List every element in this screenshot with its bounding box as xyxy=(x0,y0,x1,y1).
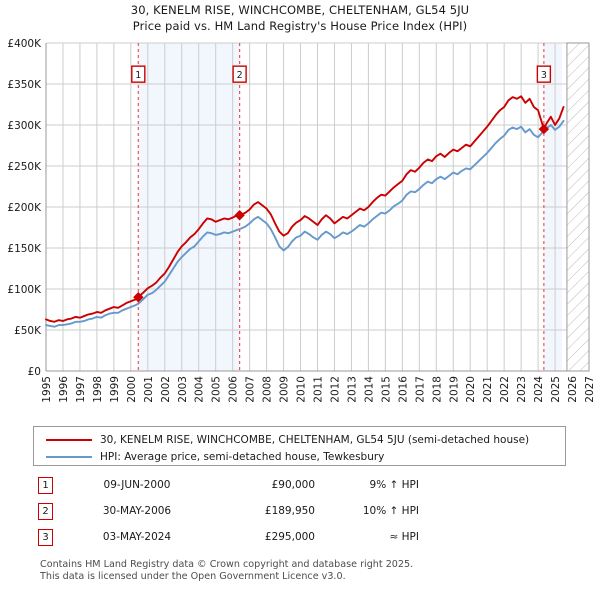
legend-item-price-paid: 30, KENELM RISE, WINCHCOMBE, CHELTENHAM,… xyxy=(40,431,559,448)
transaction-badge-2: 2 xyxy=(38,502,53,520)
footer-line-2: This data is licensed under the Open Gov… xyxy=(40,570,346,582)
chart-legend: 30, KENELM RISE, WINCHCOMBE, CHELTENHAM,… xyxy=(33,426,566,466)
marker-badge-label-2: 2 xyxy=(237,70,243,81)
x-axis-tick-label: 2027 xyxy=(584,376,596,403)
x-axis-tick-label: 1999 xyxy=(109,376,121,403)
sale-point-2[interactable] xyxy=(234,210,245,221)
x-axis-tick-label: 2006 xyxy=(228,376,240,403)
x-axis-tick-label: 2020 xyxy=(465,376,477,403)
transactions-table: 1 09-JUN-2000 £90,000 9% ↑ HPI 2 30-MAY-… xyxy=(38,472,578,550)
transaction-date-1: 09-JUN-2000 xyxy=(103,479,171,491)
x-axis-tick-label: 2001 xyxy=(143,376,155,403)
x-axis-tick-label: 2004 xyxy=(194,376,206,403)
x-axis-tick-label: 2016 xyxy=(397,376,409,403)
y-axis-tick-label: £400K xyxy=(7,38,42,50)
y-axis-tick-label: £200K xyxy=(7,202,42,214)
x-axis-tick-label: 2011 xyxy=(313,376,325,403)
title-line-2: Price paid vs. HM Land Registry's House … xyxy=(132,19,468,33)
x-axis-tick-label: 2024 xyxy=(533,376,545,403)
legend-swatch-price-paid xyxy=(46,438,92,441)
no-data-region xyxy=(566,42,590,372)
transaction-badge-1: 1 xyxy=(38,476,53,494)
series-line-hpi xyxy=(45,119,565,328)
transaction-price-3: £295,000 xyxy=(264,531,315,543)
transaction-hpi-delta-3: ≈ HPI xyxy=(389,531,419,543)
x-axis-tick-label: 2021 xyxy=(482,376,494,403)
transaction-price-2: £189,950 xyxy=(264,505,315,517)
x-axis-tick-label: 2017 xyxy=(414,376,426,403)
x-axis-tick-label: 2013 xyxy=(346,376,358,403)
marker-badge-label-3: 3 xyxy=(541,70,547,81)
x-axis-tick-label: 1998 xyxy=(92,376,104,403)
x-axis-tick-label: 2026 xyxy=(567,376,579,403)
x-axis-tick-label: 1995 xyxy=(41,376,53,403)
transaction-date-3: 03-MAY-2024 xyxy=(102,531,172,543)
marker-badge-3[interactable] xyxy=(536,65,552,83)
legend-swatch-hpi xyxy=(46,455,92,458)
y-axis-tick-label: £100K xyxy=(7,284,42,296)
legend-label-hpi: HPI: Average price, semi-detached house,… xyxy=(100,450,385,463)
x-axis-tick-label: 2023 xyxy=(516,376,528,403)
x-axis-tick-label: 2007 xyxy=(245,376,257,403)
x-axis-tick-label: 2000 xyxy=(126,376,138,403)
marker-badge-2[interactable] xyxy=(232,65,247,83)
marker-badge-label-1: 1 xyxy=(135,70,141,81)
x-axis-tick-label: 2018 xyxy=(431,376,443,403)
transaction-badge-3: 3 xyxy=(38,528,53,546)
legend-label-price-paid: 30, KENELM RISE, WINCHCOMBE, CHELTENHAM,… xyxy=(100,433,530,446)
x-axis-tick-label: 2015 xyxy=(380,376,392,403)
y-axis-tick-label: £250K xyxy=(7,161,42,173)
x-axis-tick-label: 1997 xyxy=(75,376,87,403)
x-axis-tick-label: 2009 xyxy=(279,376,291,403)
page-title: 30, KENELM RISE, WINCHCOMBE, CHELTENHAM,… xyxy=(0,2,600,34)
y-axis-tick-label: £300K xyxy=(7,120,42,132)
footer-line-1: Contains HM Land Registry data © Crown c… xyxy=(40,559,414,570)
x-axis-tick-label: 2003 xyxy=(177,376,189,403)
x-axis-tick-label: 2022 xyxy=(499,376,511,403)
x-axis-tick-label: 2019 xyxy=(448,376,460,403)
legend-item-hpi: HPI: Average price, semi-detached house,… xyxy=(40,448,559,465)
y-axis-tick-label: £50K xyxy=(14,325,42,337)
y-axis-tick-label: £0 xyxy=(28,366,41,378)
series-line-price-paid xyxy=(45,95,565,323)
x-axis-tick-label: 2002 xyxy=(160,376,172,403)
marker-badge-1[interactable] xyxy=(131,65,146,83)
sale-point-3[interactable] xyxy=(538,123,550,135)
transaction-price-1: £90,000 xyxy=(271,479,315,491)
table-row: 3 03-MAY-2024 £295,000 ≈ HPI xyxy=(38,524,578,550)
x-axis-tick-label: 1996 xyxy=(58,376,70,403)
transaction-hpi-delta-2: 10% ↑ HPI xyxy=(362,505,419,517)
y-axis-tick-label: £350K xyxy=(7,79,42,91)
x-axis-tick-label: 2014 xyxy=(363,376,375,403)
table-row: 2 30-MAY-2006 £189,950 10% ↑ HPI xyxy=(38,498,578,524)
y-axis-tick-label: £150K xyxy=(7,243,42,255)
transaction-hpi-delta-1: 9% ↑ HPI xyxy=(369,479,419,491)
x-axis-tick-label: 2012 xyxy=(329,376,341,403)
x-axis-tick-label: 2005 xyxy=(211,376,223,403)
sale-point-1[interactable] xyxy=(133,292,144,303)
title-line-1: 30, KENELM RISE, WINCHCOMBE, CHELTENHAM,… xyxy=(130,3,470,17)
attribution-footer: Contains HM Land Registry data © Crown c… xyxy=(40,559,580,582)
x-axis-tick-label: 2010 xyxy=(296,376,308,403)
x-axis-tick-label: 2025 xyxy=(550,376,562,403)
transaction-date-2: 30-MAY-2006 xyxy=(102,505,172,517)
x-axis-tick-label: 2008 xyxy=(262,376,274,403)
table-row: 1 09-JUN-2000 £90,000 9% ↑ HPI xyxy=(38,472,578,498)
